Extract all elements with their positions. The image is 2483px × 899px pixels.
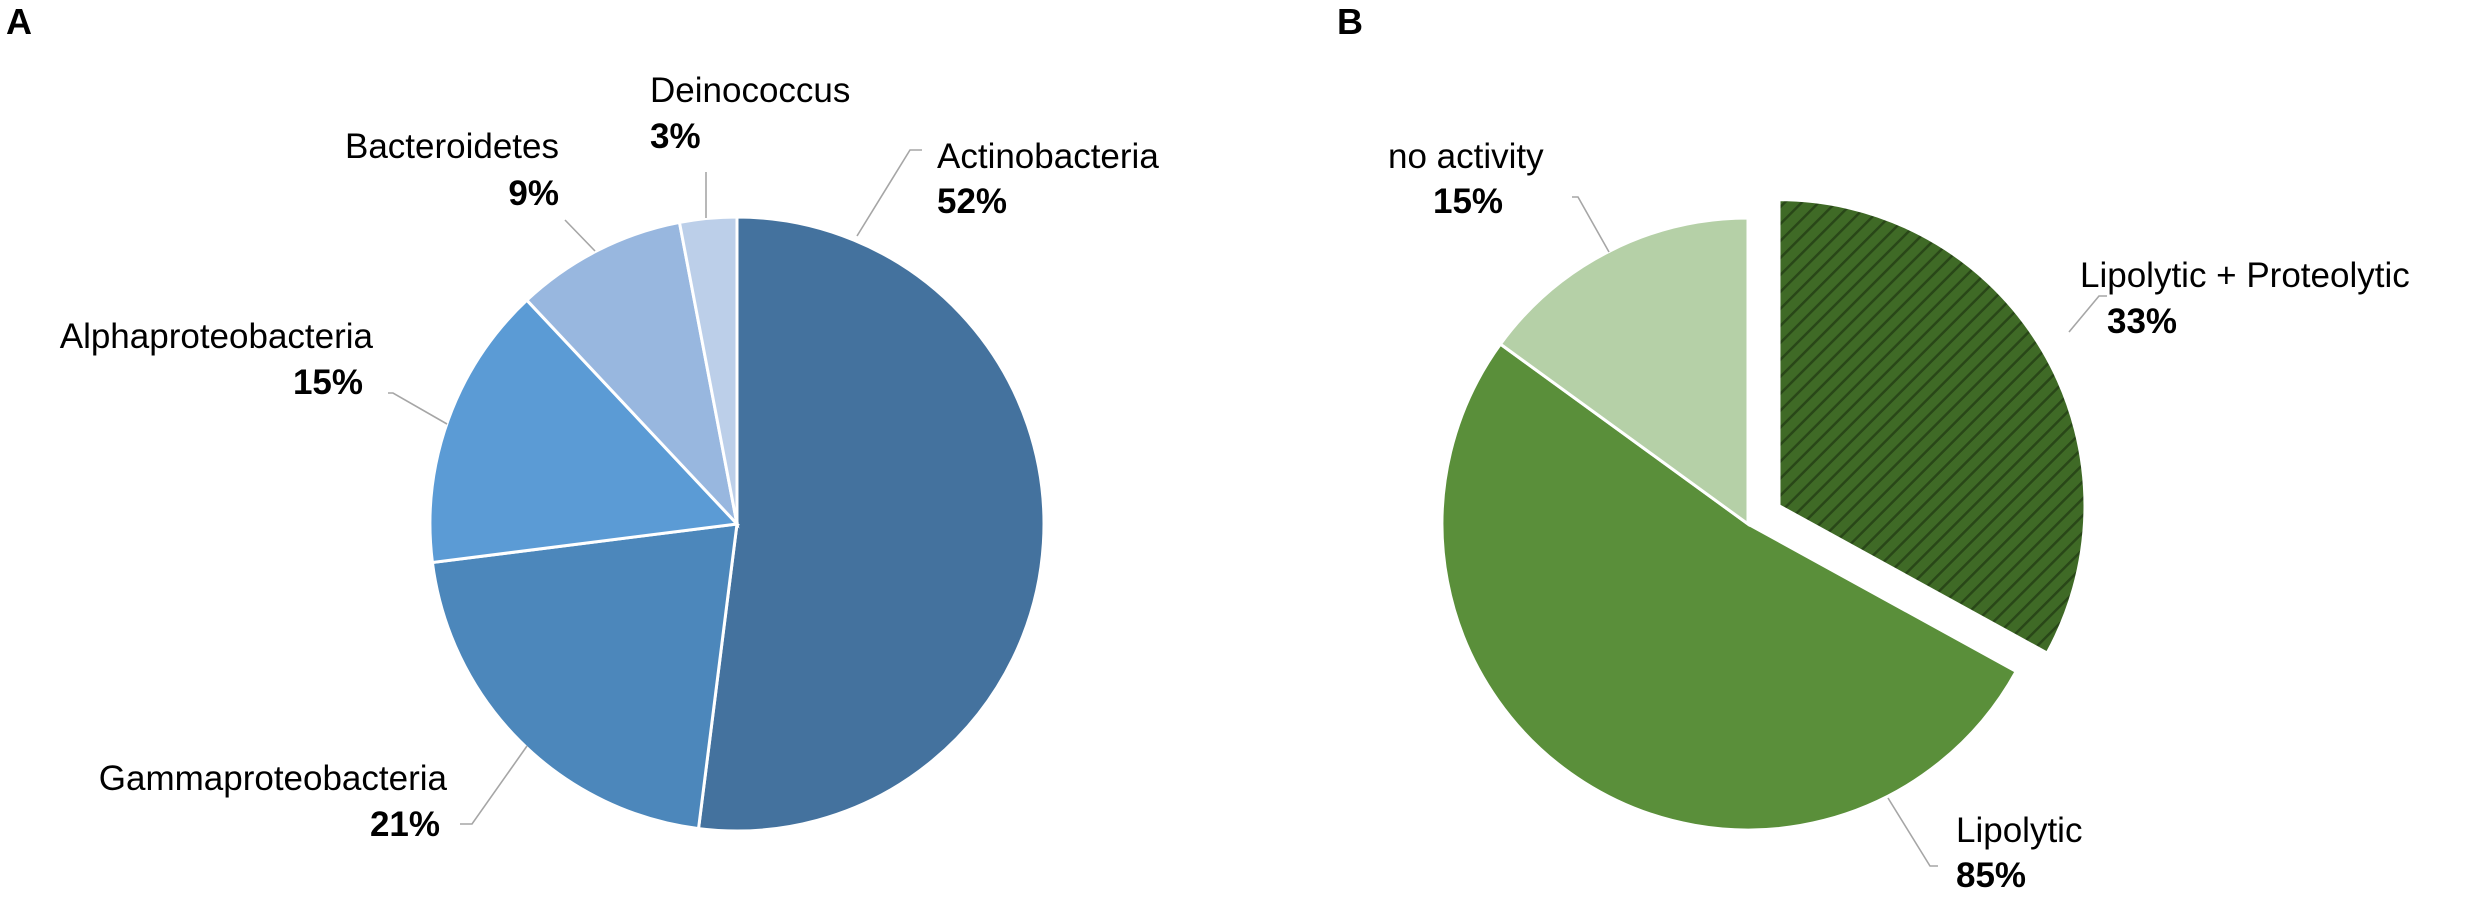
- pct-gammaproteobacteria: 21%: [370, 805, 440, 844]
- pct-actinobacteria: 52%: [937, 182, 1007, 221]
- pie-a-slices: [428, 215, 1046, 833]
- panel-b-pie-chart: B no activity 15% Lipolytic + Proteolyti…: [1337, 1, 2410, 895]
- label-no-activity: no activity: [1388, 137, 1544, 176]
- pie-slice-bacteroidetes: [524, 220, 740, 529]
- pct-deinococcus: 3%: [650, 117, 701, 156]
- pie-slice-actinobacteria: [696, 215, 1046, 833]
- leader-lipolytic: [1887, 797, 1938, 867]
- leader-no-activity: [1572, 196, 1610, 253]
- label-deinococcus: Deinococcus: [650, 71, 850, 110]
- panel-a-letter: A: [6, 1, 32, 42]
- label-alphaproteobacteria: Alphaproteobacteria: [60, 317, 374, 356]
- pie-b-slices: [1440, 198, 2087, 832]
- panel-a-pie-chart: A Actinobacteria 52% Deinococcus 3% Bact…: [6, 1, 1159, 844]
- leader-gammaproteobacteria: [460, 745, 528, 825]
- panel-b-letter: B: [1337, 1, 1363, 42]
- leader-actinobacteria: [856, 149, 922, 237]
- pie-slice-gammaproteobacteria: [430, 522, 739, 831]
- label-lipolytic: Lipolytic: [1956, 811, 2082, 850]
- pct-lipolytic-proteolytic: 33%: [2107, 302, 2177, 341]
- label-bacteroidetes: Bacteroidetes: [345, 127, 559, 166]
- leader-alphaproteobacteria: [388, 392, 448, 425]
- pie-b-labels: no activity 15% Lipolytic + Proteolytic …: [1388, 137, 2410, 895]
- label-actinobacteria: Actinobacteria: [937, 137, 1159, 176]
- pct-alphaproteobacteria: 15%: [293, 363, 363, 402]
- pie-slice-lipolytic-proteolytic: [1777, 198, 2087, 656]
- pie-slice-alphaproteobacteria: [428, 298, 741, 565]
- pct-no-activity: 15%: [1433, 182, 1503, 221]
- leader-lipolytic-proteolytic: [2068, 295, 2107, 333]
- pct-bacteroidetes: 9%: [508, 174, 559, 213]
- label-lipolytic-proteolytic: Lipolytic + Proteolytic: [2080, 256, 2410, 295]
- pct-lipolytic: 85%: [1956, 856, 2026, 895]
- pie-slice-deinococcus: [677, 215, 739, 525]
- pie-a-labels: Actinobacteria 52% Deinococcus 3% Bacter…: [60, 71, 1160, 844]
- leader-bacteroidetes: [564, 219, 596, 252]
- label-gammaproteobacteria: Gammaproteobacteria: [99, 759, 448, 798]
- pie-slice-lipolytic: [1440, 342, 2019, 832]
